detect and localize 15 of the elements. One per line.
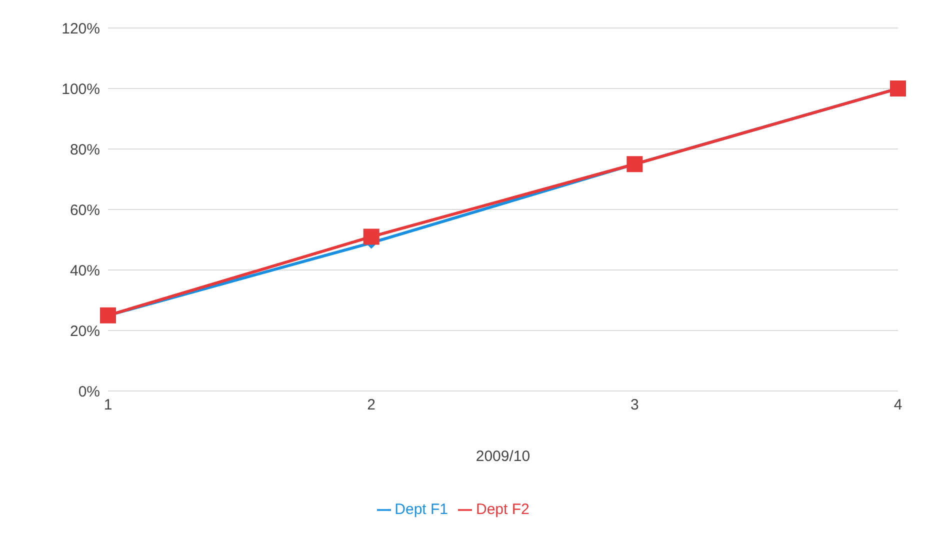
x-tick-label: 2 <box>367 396 376 414</box>
y-tick-label: 0% <box>78 383 100 400</box>
y-tick-label: 100% <box>62 80 100 98</box>
legend-label: Dept F2 <box>476 501 530 518</box>
x-tick-label: 4 <box>894 396 902 414</box>
x-axis-title: 2009/10 <box>476 448 530 465</box>
y-tick-label: 120% <box>62 20 100 38</box>
y-tick-label: 80% <box>70 141 100 158</box>
y-tick-label: 20% <box>70 322 100 340</box>
x-tick-label: 1 <box>104 396 112 414</box>
legend-label: Dept F1 <box>394 501 448 518</box>
x-tick-label: 3 <box>630 396 639 414</box>
y-tick-label: 60% <box>70 202 100 219</box>
point <box>363 228 380 245</box>
y-tick-label: 40% <box>70 262 100 280</box>
